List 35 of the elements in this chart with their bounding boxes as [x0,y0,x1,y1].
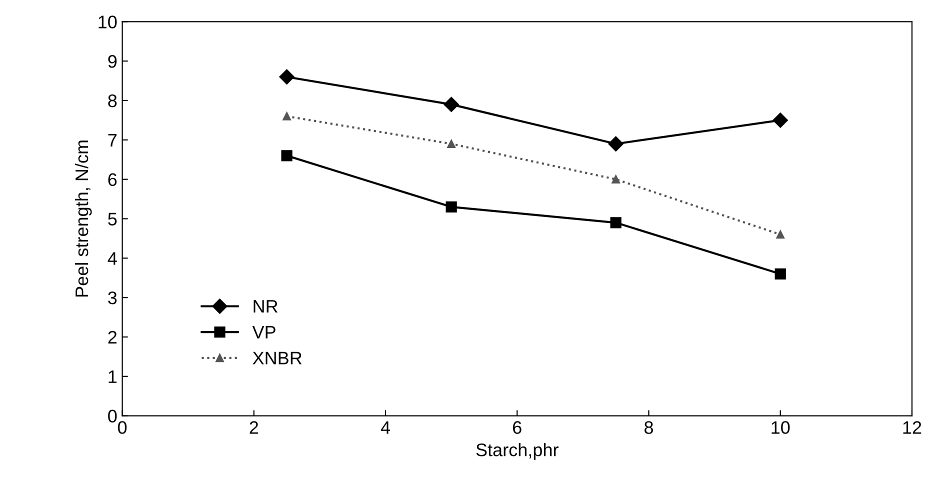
point [444,96,459,112]
point [281,150,292,162]
y-tick-label: 0 [108,410,117,423]
x-tick-label: 10 [772,421,790,434]
y-tick-label: 5 [108,212,117,226]
y-tick-label: 4 [108,252,117,265]
x-tick-label: 4 [380,421,390,434]
y-tick-label: 9 [108,55,117,68]
point [446,201,457,212]
point [776,230,785,239]
x-tick-label: 6 [513,421,522,434]
y-tick-label: 7 [108,134,117,146]
point [772,112,788,128]
x-tick-label: 2 [250,421,258,434]
y-axis-title: Peel strength, N/cm [74,140,92,297]
point [608,136,624,152]
x-axis-title: Starch,phr [476,443,558,460]
y-tick-label: 10 [98,16,117,28]
point [610,217,622,228]
x-tick-label: 12 [903,421,922,434]
point [279,69,294,84]
legend-label: NR [254,300,278,313]
point [774,268,786,280]
legend-label: VP [252,326,276,338]
x-tick-label: 0 [118,421,127,434]
x-tick-label: 8 [644,421,653,434]
y-tick-label: 1 [108,370,117,383]
y-tick-label: 8 [108,94,117,108]
point [282,112,291,120]
point [612,175,620,184]
y-tick-label: 2 [108,330,117,344]
point [447,140,456,148]
legend-label: XNBR [252,352,302,364]
y-tick-label: 3 [108,291,117,304]
y-tick-label: 6 [108,173,117,186]
